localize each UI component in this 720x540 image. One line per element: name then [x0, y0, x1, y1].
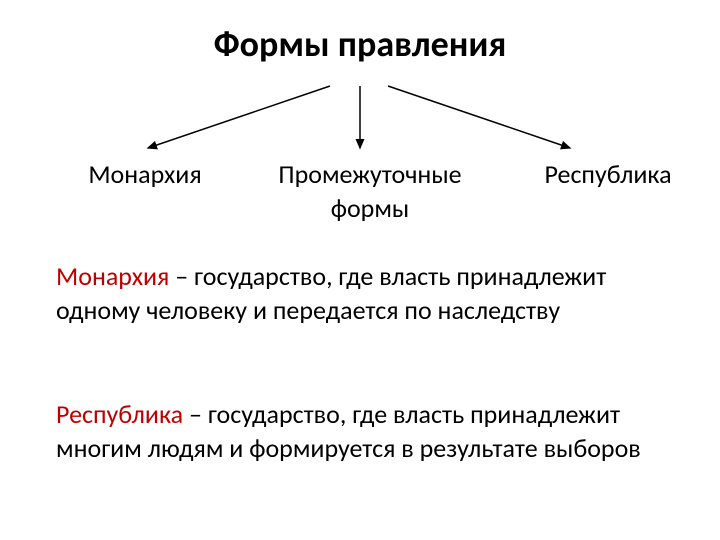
branching-arrows — [0, 70, 720, 160]
definition-term: Монархия — [56, 260, 169, 292]
branch-label-monarchy: Монархия — [70, 158, 220, 190]
branch-label-intermediate-line2: формы — [260, 192, 480, 224]
definition-republic: Республика – государство, где власть при… — [56, 398, 676, 466]
definition-term: Республика — [56, 398, 183, 430]
branch-label-republic: Республика — [528, 158, 688, 190]
arrow-right — [388, 86, 570, 148]
branch-label-intermediate-line1: Промежуточные — [260, 158, 480, 190]
definition-monarchy: Монархия – государство, где власть прина… — [56, 260, 676, 328]
arrow-left — [148, 86, 330, 148]
page-title: Формы правления — [0, 22, 720, 66]
